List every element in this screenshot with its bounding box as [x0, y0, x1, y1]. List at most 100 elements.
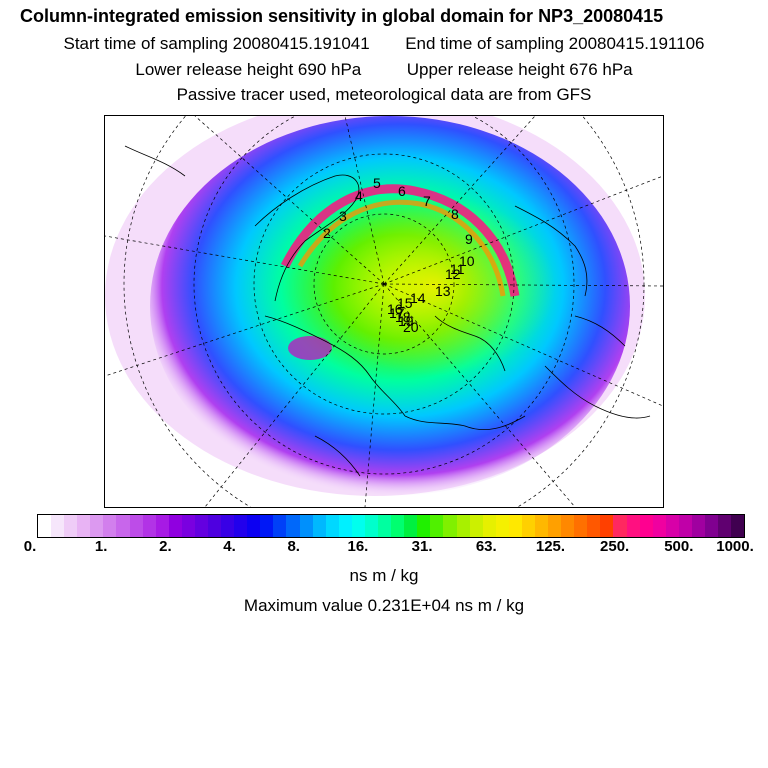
trajectory-number: 16 [387, 301, 403, 317]
release-heights: Lower release height 690 hPa Upper relea… [0, 60, 768, 80]
colorbar-segment [639, 515, 653, 537]
colorbar-segment [574, 515, 588, 537]
trajectory-number: 13 [435, 283, 451, 299]
colorbar-tick-label: 250. [600, 538, 630, 555]
colorbar-tick-label: 1000. [716, 538, 754, 555]
colorbar-segment [430, 515, 444, 537]
colorbar-segment [260, 515, 274, 537]
upper-height-label: Upper release height 676 hPa [406, 60, 633, 79]
colorbar-segment [90, 515, 104, 537]
trajectory-number: 9 [465, 231, 473, 247]
colorbar-segment [469, 515, 483, 537]
colorbar-segment [391, 515, 405, 537]
colorbar-segment [456, 515, 470, 537]
colorbar-segment [417, 515, 431, 537]
colorbar-segment [443, 515, 457, 537]
colorbar-segment [534, 515, 549, 537]
tracer-note: Passive tracer used, meteorological data… [176, 85, 592, 104]
colorbar-segment [404, 515, 418, 537]
end-time-label: End time of sampling 20080415.191106 [405, 34, 705, 53]
trajectory-number: 7 [423, 193, 431, 209]
colorbar-segment [587, 515, 601, 537]
colorbar-tick-label: 31. [411, 538, 433, 555]
colorbar-tick-label: 1. [94, 538, 108, 555]
colorbar-segment [652, 515, 666, 537]
colorbar-tick-label: 0. [23, 538, 37, 555]
colorbar-segment [312, 515, 326, 537]
colorbar-segment [299, 515, 313, 537]
trajectory-number: 10 [459, 253, 475, 269]
colorbar-segment [247, 515, 261, 537]
colorbar-segment [482, 515, 496, 537]
trajectory-number: 11 [450, 261, 465, 277]
colorbar-ticks: 0. 1. 2. 4. 8. 16. 31. 63. 125. 250. 500. 1000. [0, 538, 768, 558]
colorbar-tick-label: 4. [223, 538, 236, 555]
colorbar-segment [286, 515, 300, 537]
colorbar-tick-label: 8. [287, 538, 300, 555]
colorbar-segment [155, 515, 169, 537]
trajectory-number: 6 [398, 183, 406, 199]
colorbar-segment [38, 515, 52, 537]
colorbar-segment [495, 515, 509, 537]
colorbar-segment [168, 515, 182, 537]
colorbar-segment [548, 515, 562, 537]
colorbar-segment [364, 515, 379, 537]
colorbar-segment [613, 515, 627, 537]
latitude-circle [193, 116, 575, 475]
latitude-circle [123, 116, 645, 507]
colorbar-segment [51, 515, 65, 537]
colorbar-segment [194, 515, 209, 537]
sensitivity-map: 2 3 4 5 6 7 8 9 10 11 12 13 14 15 16 17 18 19 20 [104, 115, 664, 508]
colorbar-segment [378, 515, 392, 537]
colorbar-tick-label: 2. [159, 538, 172, 555]
meridians [105, 116, 663, 507]
orange-band [297, 199, 506, 297]
colorbar-segment [64, 515, 78, 537]
colorbar-segment [731, 515, 745, 537]
trajectory-number: 2 [323, 225, 331, 241]
sampling-times: Start time of sampling 20080415.191041 E… [0, 34, 768, 54]
colorbar-segment [626, 515, 640, 537]
colorbar-segment [665, 515, 679, 537]
colorbar-segment [561, 515, 575, 537]
trajectory-number: 14 [410, 290, 426, 306]
trajectory-number: 17 [389, 305, 405, 321]
colorbar-segment [142, 515, 156, 537]
maximum-value-label: Maximum value 0.231E+04 ns m / kg [243, 596, 525, 615]
colorbar-segment [704, 515, 719, 537]
colorbar-segment [234, 515, 248, 537]
colorbar-segment [691, 515, 705, 537]
colorbar-segment [678, 515, 692, 537]
colorbar-segment [221, 515, 235, 537]
colorbar [37, 514, 745, 538]
colorbar-segment [103, 515, 117, 537]
colorbar-segment [77, 515, 91, 537]
colorbar-segment [718, 515, 732, 537]
lower-height-label: Lower release height 690 hPa [135, 60, 362, 79]
colorbar-segment [508, 515, 522, 537]
trajectory-number: 15 [397, 295, 413, 311]
colorbar-segment [338, 515, 352, 537]
colorbar-segment [181, 515, 195, 537]
colorbar-tick-label: 63. [475, 538, 497, 555]
trajectory-number: 19 [398, 313, 414, 329]
latitude-circle [253, 153, 515, 415]
colorbar-tick-label: 16. [347, 538, 369, 555]
colorbar-segment [208, 515, 222, 537]
colorbar-tick-label: 500. [664, 538, 694, 555]
trajectory-number: 5 [373, 175, 381, 191]
colorbar-segment [273, 515, 287, 537]
trajectory-number: 12 [445, 266, 461, 282]
magenta-blob [288, 336, 332, 360]
trajectory-number: 8 [451, 206, 459, 222]
trajectory-number: 20 [403, 319, 419, 335]
trajectory-band [280, 184, 520, 297]
coastlines [124, 145, 651, 477]
trajectory-number: 18 [395, 309, 411, 325]
colorbar-segment [116, 515, 130, 537]
colorbar-tick-label: 125. [535, 538, 566, 555]
colorbar-segment [600, 515, 614, 537]
colorbar-segment [351, 515, 365, 537]
